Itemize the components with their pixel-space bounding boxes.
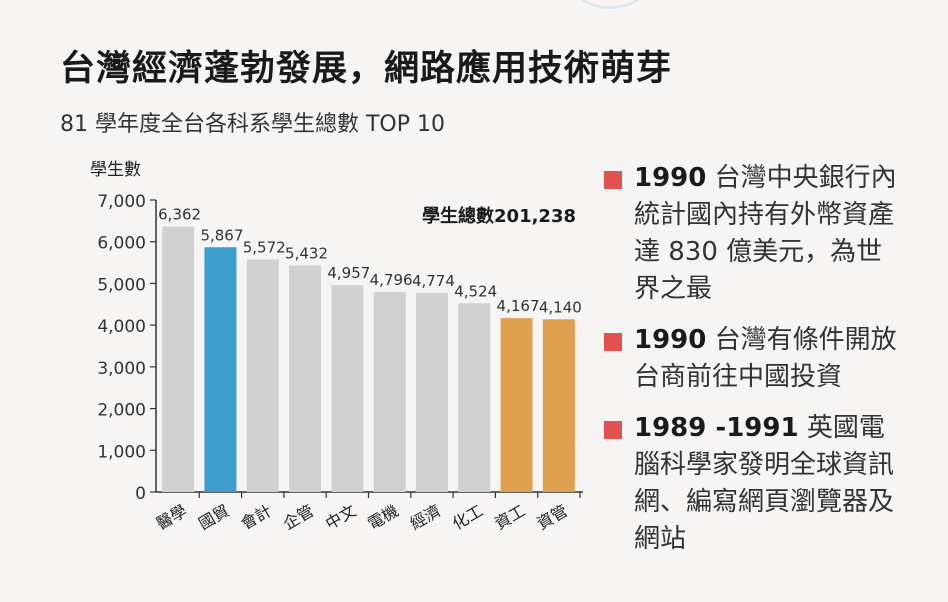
chart-bar [458, 303, 491, 492]
y-tick-label: 3,000 [97, 359, 146, 379]
chart-bar [415, 292, 448, 492]
bar-value-label: 4,167 [497, 297, 540, 315]
decorative-arc [560, 0, 660, 9]
note-year: 1989 -1991 [634, 413, 799, 443]
bar-value-label: 4,957 [327, 264, 370, 282]
note-text: 台灣中央銀行內統計國內持有外幣資產達 830 億美元，為世界之最 [634, 163, 897, 304]
bar-chart: 學生數 0 1,000 2,000 3,000 4,000 5,000 6,000 7,000 6… [90, 160, 583, 533]
bar-value-label: 4,774 [412, 272, 455, 290]
chart-annotation: 學生總數201,238 [422, 205, 576, 227]
x-tick-label: 會計 [238, 501, 275, 533]
x-tick-label: 資工 [491, 501, 528, 533]
note-item: 1990 台灣中央銀行內統計國內持有外幣資產達 830 億美元，為世界之最 [604, 160, 904, 308]
y-tick-label: 2,000 [97, 401, 146, 421]
chart-bar [246, 259, 279, 492]
x-tick-label: 電機 [364, 501, 401, 533]
bar-value-label: 5,867 [200, 226, 243, 244]
chart-subtitle: 81 學年度全台各科系學生總數 TOP 10 [60, 112, 445, 137]
chart-bar [500, 318, 533, 492]
square-bullet-icon [604, 171, 622, 189]
chart-bar [331, 285, 364, 492]
y-tick-label: 6,000 [97, 234, 146, 254]
y-tick-label: 4,000 [97, 317, 146, 337]
bar-value-label: 4,796 [370, 271, 413, 289]
page-title: 台灣經濟蓬勃發展，網路應用技術萌芽 [60, 49, 673, 89]
bar-value-label: 6,362 [158, 206, 201, 224]
bar-value-label: 5,572 [243, 239, 286, 257]
y-axis-label: 學生數 [90, 160, 141, 180]
square-bullet-icon [604, 421, 622, 439]
note-item: 1989 -1991 英國電腦科學家發明全球資訊網、編寫網頁瀏覽器及網站 [604, 410, 904, 558]
x-tick-label: 企管 [280, 501, 317, 533]
note-year: 1990 [634, 325, 707, 355]
note-year: 1990 [634, 163, 707, 193]
bar-value-label: 4,140 [539, 298, 582, 316]
chart-bar [542, 319, 575, 492]
notes-list: 1990 台灣中央銀行內統計國內持有外幣資產達 830 億美元，為世界之最 19… [604, 160, 904, 572]
note-text: 台灣有條件開放台商前往中國投資 [634, 325, 897, 392]
x-tick-label: 醫學 [153, 501, 190, 533]
x-tick-label: 化工 [449, 501, 486, 533]
bar-value-label: 4,524 [454, 282, 497, 300]
note-text: 英國電腦科學家發明全球資訊網、編寫網頁瀏覽器及網站 [634, 413, 895, 554]
chart-bar [289, 265, 322, 492]
x-tick-label: 國貿 [195, 501, 232, 533]
bar-value-label: 5,432 [285, 244, 328, 262]
x-tick-label: 經濟 [407, 501, 444, 533]
y-tick-label: 7,000 [97, 192, 146, 212]
chart-bar [162, 226, 195, 492]
y-tick-label: 1,000 [97, 442, 146, 462]
note-item: 1990 台灣有條件開放台商前往中國投資 [604, 322, 904, 396]
y-tick-label: 5,000 [97, 275, 146, 295]
x-tick-label: 資管 [534, 501, 571, 533]
chart-bar [373, 291, 406, 492]
chart-bar [204, 247, 237, 492]
y-tick-label: 0 [135, 484, 146, 504]
square-bullet-icon [604, 333, 622, 351]
x-tick-label: 中文 [322, 501, 359, 533]
